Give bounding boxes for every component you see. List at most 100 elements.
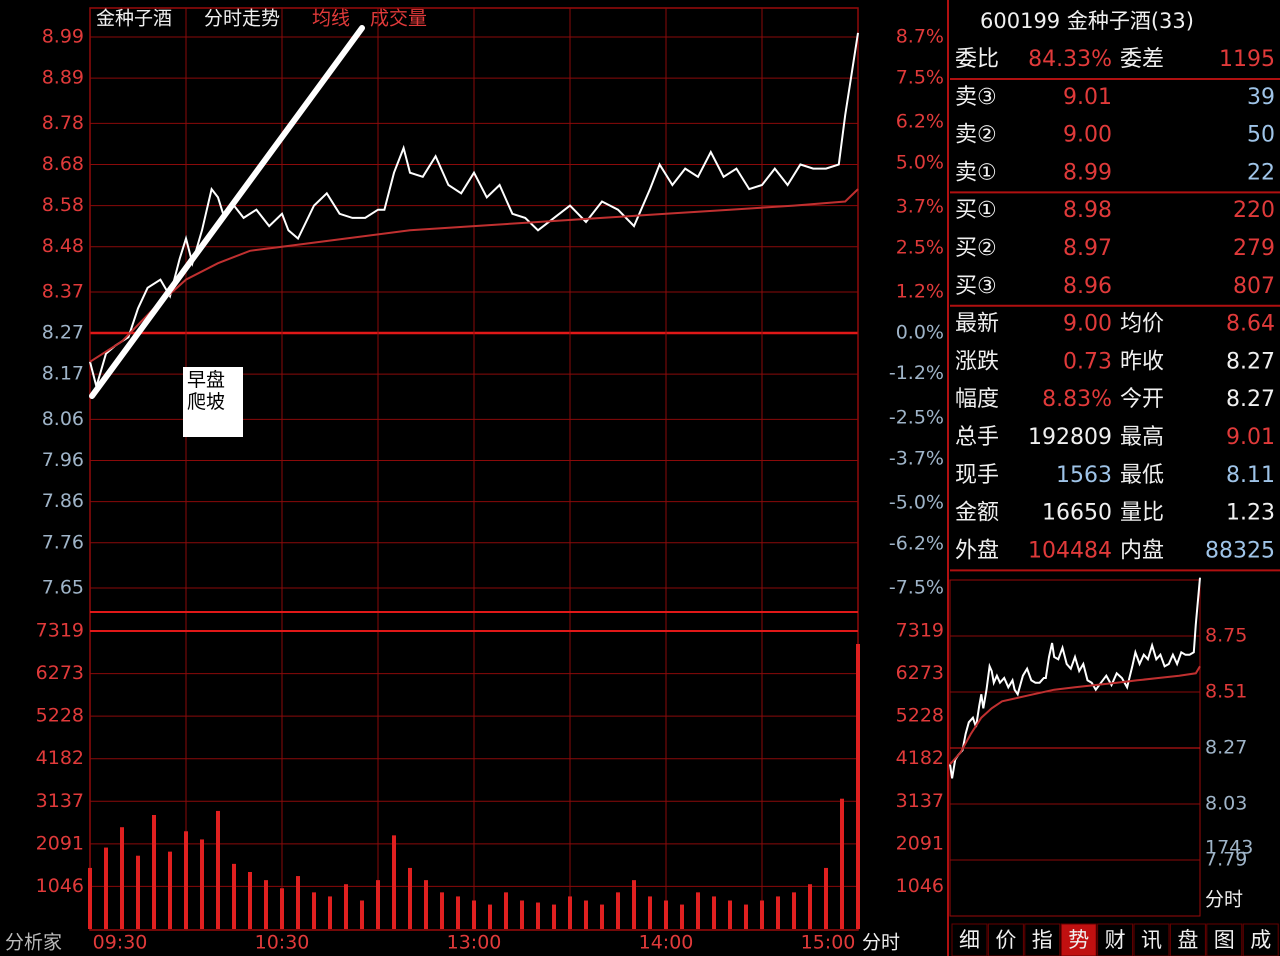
tab-label[interactable]: 指: [1032, 928, 1053, 952]
volume-bar: [600, 904, 604, 929]
volume-bar: [408, 867, 412, 929]
quote-label: 最低: [1120, 463, 1164, 488]
volume-bar: [88, 867, 92, 929]
tab-label[interactable]: 细: [959, 928, 980, 952]
tab-label[interactable]: 财: [1105, 928, 1126, 952]
quote-value: 8.64: [1226, 312, 1275, 337]
volume-bar: [280, 888, 284, 929]
volume-bar: [824, 867, 828, 929]
x-tick-label: 13:00: [447, 932, 502, 954]
tab-label[interactable]: 势: [1068, 928, 1089, 952]
annotation: 早盘爬坡: [183, 367, 243, 437]
tab[interactable]: [987, 923, 1024, 956]
y-tick-label: 8.37: [42, 280, 84, 302]
tab-label[interactable]: 讯: [1141, 928, 1162, 952]
y2-tick-label: 3.7%: [896, 196, 944, 218]
y-tick-label: 8.78: [42, 112, 84, 134]
tab[interactable]: [1097, 923, 1134, 956]
volume-tick-label: 5228: [896, 705, 944, 727]
quote-value: 9.01: [1226, 425, 1275, 450]
volume-tick-label: 1046: [36, 875, 84, 897]
volume-tick-label: 5228: [36, 705, 84, 727]
volume-bar: [616, 892, 620, 929]
volume-bar: [648, 896, 652, 929]
volume-bar: [792, 892, 796, 929]
tab-label[interactable]: 图: [1214, 928, 1235, 952]
volume-bar: [840, 798, 844, 929]
volume-bar: [472, 900, 476, 929]
quote-value: 1195: [1219, 47, 1275, 72]
volume-bar: [152, 814, 156, 929]
volume-tick-label: 3137: [36, 790, 84, 812]
quote-label: 卖③: [955, 85, 997, 110]
quote-label: 内盘: [1120, 538, 1164, 563]
y-tick-label: 8.58: [42, 194, 84, 216]
quote-value: 9.00: [1063, 312, 1112, 337]
y-tick-label: 8.27: [42, 322, 84, 344]
tab[interactable]: [951, 923, 988, 956]
volume-bar: [744, 904, 748, 929]
tab[interactable]: [1169, 923, 1206, 956]
tab[interactable]: [1060, 923, 1097, 956]
y-tick-label: 8.48: [42, 235, 84, 257]
quote-label: 卖②: [955, 123, 997, 148]
volume-tick-label: 6273: [896, 662, 944, 684]
volume-bar: [312, 892, 316, 929]
volume-tick-label: 1046: [896, 875, 944, 897]
y2-tick-label: 2.5%: [896, 236, 944, 258]
quote-value: 88325: [1205, 538, 1275, 563]
quote-value: 279: [1233, 236, 1275, 261]
quote-label: 最新: [955, 312, 999, 337]
y2-tick-label: 0.0%: [896, 321, 944, 343]
volume-tick-label: 6273: [36, 662, 84, 684]
average-line: [89, 188, 859, 363]
x-tick-label: 15:00: [801, 932, 856, 954]
y-tick-label: 7.76: [42, 531, 84, 553]
quote-value: 807: [1233, 274, 1275, 299]
y2-tick-label: 7.5%: [896, 66, 944, 88]
tab-label[interactable]: 盘: [1177, 928, 1198, 952]
volume-bar: [360, 900, 364, 929]
volume-bar: [728, 900, 732, 929]
quote-label: 幅度: [955, 387, 999, 412]
quote-value: 50: [1247, 123, 1275, 148]
tab[interactable]: [1242, 923, 1279, 956]
quote-value: 8.97: [1063, 236, 1112, 261]
y2-tick-label: 8.7%: [896, 26, 944, 48]
indicator-tag[interactable]: 成交量: [370, 8, 427, 30]
quote-label: 今开: [1120, 387, 1164, 412]
quote-value: 220: [1233, 198, 1275, 223]
y-tick-label: 7.65: [42, 577, 84, 599]
quote-label: 委差: [1120, 47, 1164, 72]
volume-bar: [328, 896, 332, 929]
volume-tick-label: 2091: [36, 832, 84, 854]
quote-value: 0.73: [1063, 349, 1112, 374]
quote-value: 1.23: [1226, 501, 1275, 526]
mini-y-tick-label: 8.75: [1205, 625, 1247, 647]
quote-label: 金额: [955, 501, 999, 526]
y-tick-label: 8.89: [42, 67, 84, 89]
volume-bar: [200, 839, 204, 929]
quote-value: 8.99: [1063, 160, 1112, 185]
volume-tick-label: 7319: [36, 620, 84, 642]
volume-bar: [344, 884, 348, 929]
quote-value: 9.00: [1063, 123, 1112, 148]
tab[interactable]: [1206, 923, 1243, 956]
y2-tick-label: -5.0%: [889, 491, 944, 513]
tab-label[interactable]: 成: [1250, 928, 1271, 952]
quote-label: 外盘: [955, 538, 999, 563]
mini-line: [949, 577, 1201, 779]
indicator-tag[interactable]: 均线: [312, 8, 350, 30]
quote-value: 16650: [1042, 501, 1112, 526]
tab-label[interactable]: 价: [995, 928, 1016, 952]
tab[interactable]: [1024, 923, 1061, 956]
volume-bar: [216, 810, 220, 929]
quote-value: 22: [1247, 160, 1275, 185]
quote-value: 9.01: [1063, 85, 1112, 110]
mini-x-label: 分时: [1205, 889, 1243, 911]
y-tick-label: 8.99: [42, 26, 84, 48]
volume-bar: [120, 827, 124, 929]
volume-bar: [856, 643, 860, 929]
quote-label: 最高: [1120, 425, 1164, 450]
tab[interactable]: [1133, 923, 1170, 956]
